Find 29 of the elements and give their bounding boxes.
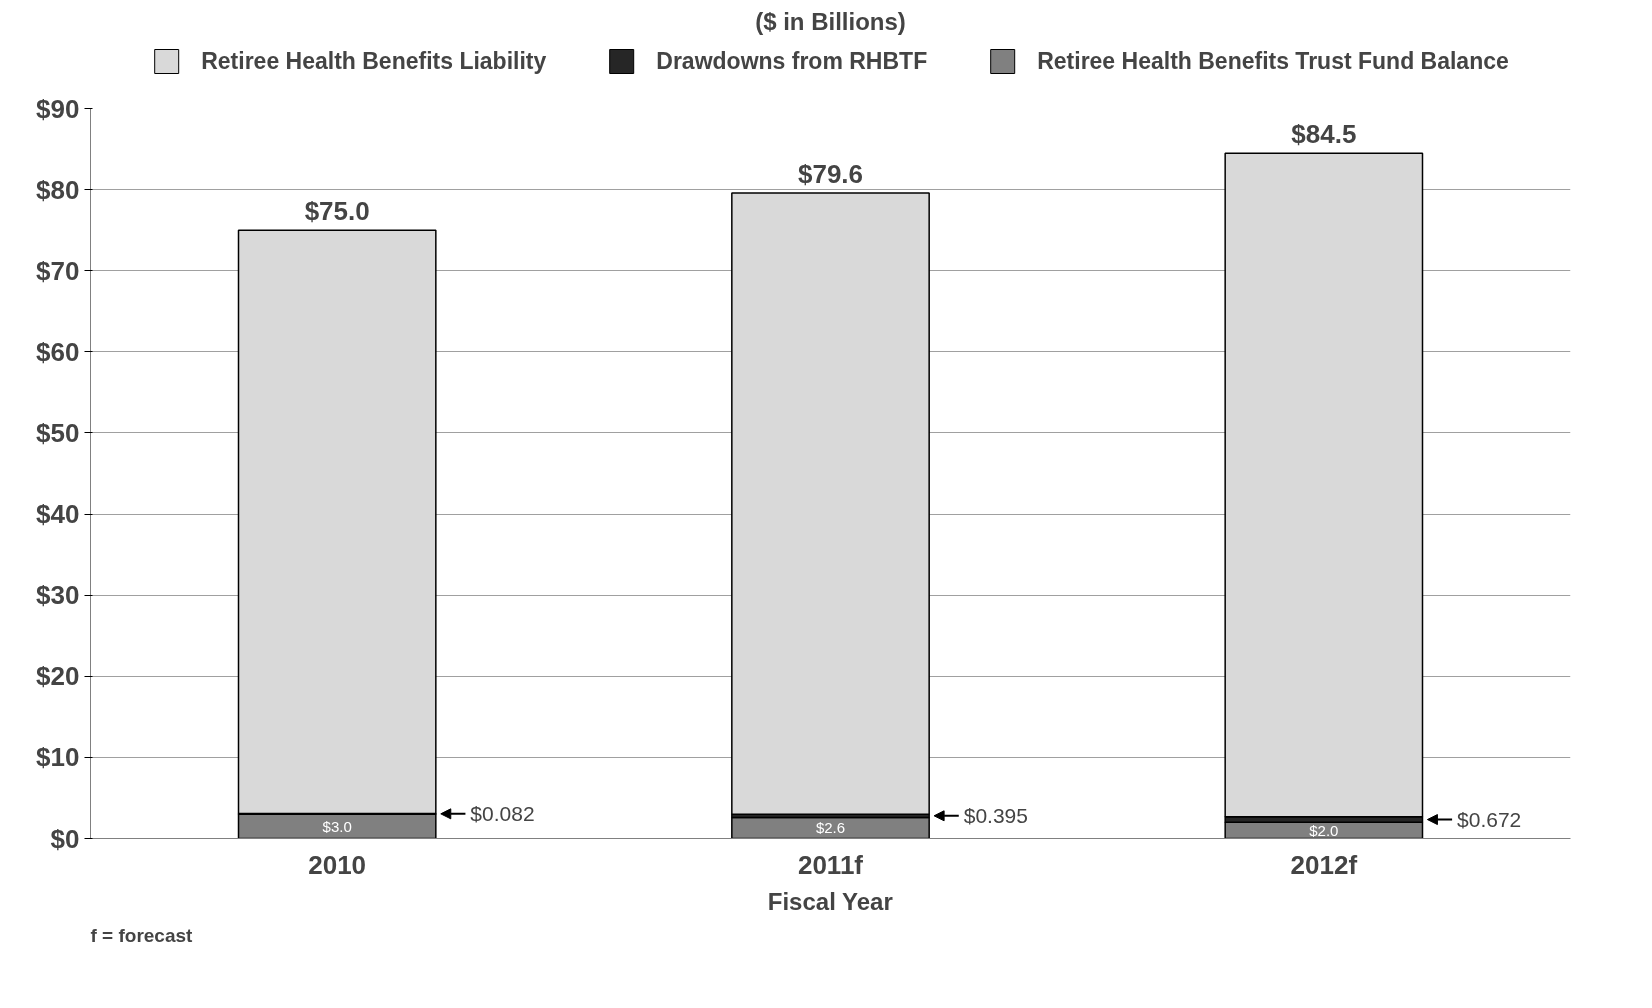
bar <box>731 192 930 815</box>
data-label: $3.0 <box>322 817 352 835</box>
data-label: $2.6 <box>815 819 846 837</box>
y-tick-label: $20 <box>36 661 80 692</box>
data-label: $0.672 <box>1457 808 1522 832</box>
x-tick-label: 2010 <box>308 849 367 880</box>
y-tick-label: $0 <box>50 823 80 854</box>
y-tick-label: $60 <box>36 336 80 367</box>
legend-label: Retiree Health Benefits Liability <box>201 46 547 76</box>
y-tick-label: $50 <box>36 417 80 448</box>
data-label: $2.0 <box>1309 821 1339 839</box>
text: f = forecast <box>90 924 194 946</box>
x-axis-title: Fiscal Year <box>767 887 893 915</box>
legend-label: Drawdowns from RHBTF <box>656 46 928 76</box>
y-tick-label: $80 <box>36 174 80 205</box>
y-tick-label: $10 <box>36 742 80 773</box>
chart-title: ($ in Billions) <box>755 7 906 35</box>
data-label: $0.395 <box>963 804 1028 828</box>
y-tick-label: $30 <box>36 580 80 611</box>
total-label: $84.5 <box>1291 119 1357 150</box>
x-tick-label: 2012f <box>1290 849 1358 880</box>
total-label: $75.0 <box>304 196 370 227</box>
total-label: $79.6 <box>797 158 864 189</box>
data-label: $0.082 <box>470 802 535 826</box>
y-tick-label: $40 <box>36 499 80 530</box>
y-tick-label: $90 <box>36 93 80 124</box>
x-tick-label: 2011f <box>797 849 864 880</box>
legend-label: Retiree Health Benefits Trust Fund Balance <box>1037 46 1509 76</box>
y-tick-label: $70 <box>36 255 80 286</box>
